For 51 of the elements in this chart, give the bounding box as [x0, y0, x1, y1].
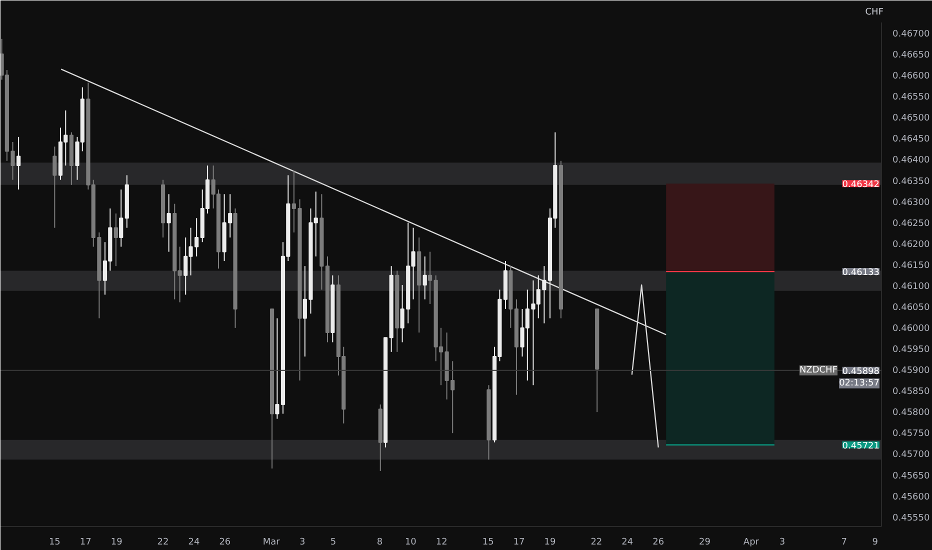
- x-tick-label: 9: [872, 538, 878, 548]
- x-tick-label: 10: [404, 538, 417, 548]
- x-tick-label: 24: [188, 538, 200, 548]
- y-tick-label: 0.46300: [892, 198, 930, 208]
- x-tick-label: 8: [376, 538, 383, 548]
- x-tick-label: Apr: [743, 538, 760, 548]
- y-tick-label: 0.46350: [892, 176, 930, 187]
- x-tick-label: 3: [779, 538, 786, 548]
- y-tick-label: 0.45800: [892, 408, 930, 418]
- ref-line-label: NZDCHF: [799, 365, 838, 376]
- y-tick-label: 0.46000: [892, 324, 930, 334]
- y-tick-label: 0.46600: [892, 72, 930, 82]
- y-tick-label: 0.46050: [892, 302, 930, 313]
- x-tick-label: 7: [841, 538, 847, 548]
- y-tick-label: 0.46450: [892, 134, 930, 145]
- y-tick-label: 0.45600: [892, 492, 930, 502]
- x-tick-label: 5: [330, 538, 336, 548]
- x-tick-label: 22: [157, 538, 169, 548]
- y-tick-label: 0.45850: [892, 387, 930, 398]
- x-tick-label: 3: [299, 538, 306, 548]
- y-tick-label: 0.46650: [892, 50, 930, 61]
- x-tick-label: 15: [482, 538, 494, 548]
- y-tick-label: 0.46200: [892, 240, 930, 250]
- x-tick-label: 26: [652, 538, 664, 548]
- y-tick-label: 0.46500: [892, 114, 930, 124]
- y-tick-label: 0.45750: [892, 429, 930, 440]
- x-tick-label: 15: [48, 538, 60, 548]
- y-tick-label: 0.46100: [892, 282, 930, 292]
- x-tick-label: 24: [622, 538, 634, 548]
- x-tick-label: 22: [590, 538, 602, 548]
- y-tick-label: 0.45700: [892, 450, 930, 460]
- x-tick-label: 19: [110, 538, 123, 548]
- y-tick-label: 0.45900: [892, 366, 930, 376]
- x-tick-label: 26: [219, 538, 231, 548]
- y-tick-label: 0.45550: [892, 513, 930, 524]
- annotation: 02:13:57: [839, 378, 880, 388]
- x-tick-label: 17: [513, 538, 525, 548]
- y-tick-label: 0.46150: [892, 260, 930, 271]
- y-tick-label: 0.46400: [892, 156, 930, 166]
- y-tick-label: 0.46250: [892, 218, 930, 229]
- y-tick-label: 0.46700: [892, 30, 930, 40]
- y-axis-title: CHF: [865, 8, 884, 18]
- y-tick-label: 0.45650: [892, 471, 930, 482]
- x-tick-label: Mar: [262, 538, 280, 548]
- x-tick-label: 29: [699, 538, 711, 548]
- annotation: 0.45721: [842, 441, 880, 452]
- x-tick-label: 19: [544, 538, 556, 548]
- y-tick-label: 0.46550: [892, 92, 930, 103]
- y-tick-label: 0.45950: [892, 345, 930, 356]
- x-tick-label: 17: [80, 538, 92, 548]
- x-tick-label: 12: [436, 538, 448, 548]
